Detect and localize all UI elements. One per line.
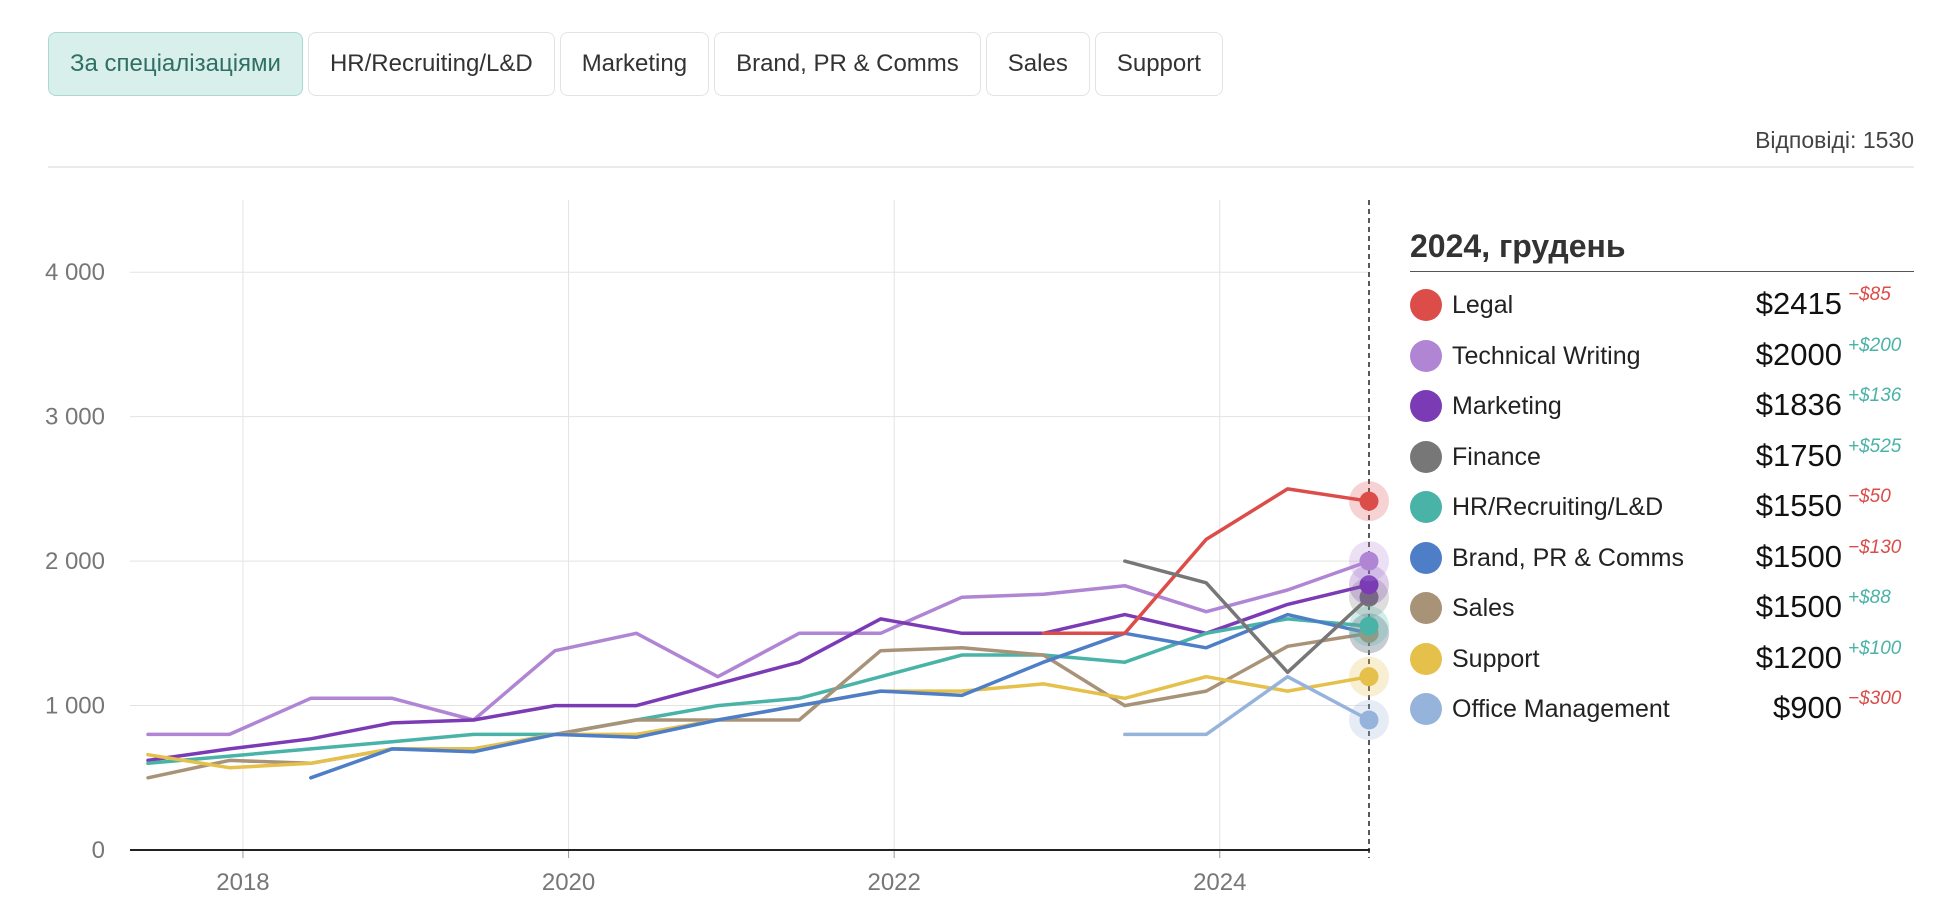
row-name: HR/Recruiting/L&D xyxy=(1452,493,1664,521)
series-line-marketing[interactable] xyxy=(146,583,1371,763)
responses-count: Відповіді: 1530 xyxy=(1755,127,1914,153)
panel-title: 2024, грудень xyxy=(1410,228,1914,272)
current-period-markers xyxy=(1349,481,1389,740)
panel-row: Technical Writing $2000 +$200 xyxy=(1410,331,1914,382)
x-tick-label: 2022 xyxy=(867,869,920,896)
legend-dot-icon xyxy=(1410,390,1442,422)
y-tick-label: 4 000 xyxy=(45,259,105,286)
tooltip-panel: 2024, грудень Legal $2415 −$85 Technical Wr… xyxy=(1410,228,1914,735)
row-delta: −$85 xyxy=(1848,284,1891,305)
y-tick-label: 1 000 xyxy=(45,693,105,720)
point-marketing[interactable] xyxy=(1359,575,1379,595)
row-value: $1200 xyxy=(1755,639,1842,675)
header-divider xyxy=(48,166,1914,168)
panel-row: Brand, PR & Comms $1500 −$130 xyxy=(1410,533,1914,584)
panel-row: HR/Recruiting/L&D $1550 −$50 xyxy=(1410,482,1914,533)
point-technical-writing[interactable] xyxy=(1359,551,1379,571)
row-name: Marketing xyxy=(1452,392,1562,420)
y-axis-ticks: 0 1 000 2 000 3 000 4 000 xyxy=(45,259,105,864)
tab-support[interactable]: Support xyxy=(1094,32,1223,96)
row-name: Brand, PR & Comms xyxy=(1452,543,1685,572)
x-tick-label: 2018 xyxy=(216,869,269,896)
legend-dot-icon xyxy=(1410,289,1442,321)
panel-row: Support $1200 +$100 xyxy=(1410,634,1914,685)
x-tick-label: 2020 xyxy=(542,869,595,896)
panel-list: Legal $2415 −$85 Technical Writing $2000 +$20… xyxy=(1410,280,1914,735)
tab-marketing[interactable]: Marketing xyxy=(559,32,710,96)
point-support[interactable] xyxy=(1359,667,1379,687)
series-line-brand-pr-comms[interactable] xyxy=(309,612,1371,780)
series-line-hr-recruiting-l-d[interactable] xyxy=(146,617,1371,766)
row-delta: +$136 xyxy=(1848,385,1902,406)
row-name: Technical Writing xyxy=(1452,341,1641,370)
row-delta: +$88 xyxy=(1848,587,1891,608)
y-tick-label: 0 xyxy=(92,837,105,864)
row-value: $2000 xyxy=(1755,336,1842,372)
y-tick-label: 3 000 xyxy=(45,404,105,431)
point-office-management[interactable] xyxy=(1359,710,1379,730)
legend-dot-icon xyxy=(1410,642,1442,675)
legend-dot-icon xyxy=(1410,491,1442,523)
series-lines xyxy=(146,487,1371,780)
legend-dot-icon xyxy=(1410,693,1442,725)
tab-hr-recruiting[interactable]: HR/Recruiting/L&D xyxy=(307,32,555,96)
series-line-finance[interactable] xyxy=(1123,559,1371,675)
row-value: $1750 xyxy=(1755,437,1842,473)
row-value: $1500 xyxy=(1755,589,1842,624)
point-legal[interactable] xyxy=(1359,491,1379,511)
panel-row: Legal $2415 −$85 xyxy=(1410,280,1914,331)
x-tick-label: 2024 xyxy=(1193,869,1246,896)
tab-sales[interactable]: Sales xyxy=(985,32,1090,96)
specialization-tabs: За спеціалізаціями HR/Recruiting/L&D Mar… xyxy=(48,32,1223,96)
panel-row: Finance $1750 +$525 xyxy=(1410,432,1914,483)
row-delta: +$525 xyxy=(1848,435,1902,457)
row-delta: −$50 xyxy=(1848,486,1891,507)
row-name: Sales xyxy=(1452,594,1515,622)
row-name: Legal xyxy=(1452,291,1514,319)
row-value: $1836 xyxy=(1755,387,1842,422)
row-delta: +$200 xyxy=(1848,334,1902,356)
series-line-technical-writing[interactable] xyxy=(146,559,1371,737)
row-delta: −$130 xyxy=(1848,536,1902,558)
panel-row: Marketing $1836 +$136 xyxy=(1410,381,1914,432)
panel-row: Office Management $900 −$300 xyxy=(1410,684,1914,735)
point-hr-recruiting-l-d[interactable] xyxy=(1359,616,1379,636)
series-line-support[interactable] xyxy=(146,674,1371,770)
row-name: Support xyxy=(1452,644,1540,673)
row-value: $1550 xyxy=(1755,488,1842,523)
x-axis-ticks: 2018 2020 2022 2024 xyxy=(216,869,1246,896)
row-name: Finance xyxy=(1452,442,1541,471)
series-line-office-management[interactable] xyxy=(1123,674,1371,737)
y-tick-label: 2 000 xyxy=(45,548,105,575)
series-line-legal[interactable] xyxy=(1041,487,1371,636)
tab-by-specialization[interactable]: За спеціалізаціями xyxy=(48,32,303,96)
row-value: $1500 xyxy=(1755,538,1842,574)
row-name: Office Management xyxy=(1452,695,1670,723)
legend-dot-icon xyxy=(1410,541,1442,574)
legend-dot-icon xyxy=(1410,440,1442,473)
legend-dot-icon xyxy=(1410,339,1442,372)
row-delta: +$100 xyxy=(1848,637,1902,659)
panel-row: Sales $1500 +$88 xyxy=(1410,583,1914,634)
chart-grid xyxy=(130,200,1370,858)
salary-line-chart[interactable]: 0 1 000 2 000 3 000 4 000 2018 2020 2022 2024 xyxy=(0,190,1390,916)
tab-brand-pr-comms[interactable]: Brand, PR & Comms xyxy=(714,32,981,96)
legend-dot-icon xyxy=(1410,592,1442,624)
row-value: $2415 xyxy=(1755,286,1842,321)
row-delta: −$300 xyxy=(1848,688,1902,709)
row-value: $900 xyxy=(1773,690,1842,725)
